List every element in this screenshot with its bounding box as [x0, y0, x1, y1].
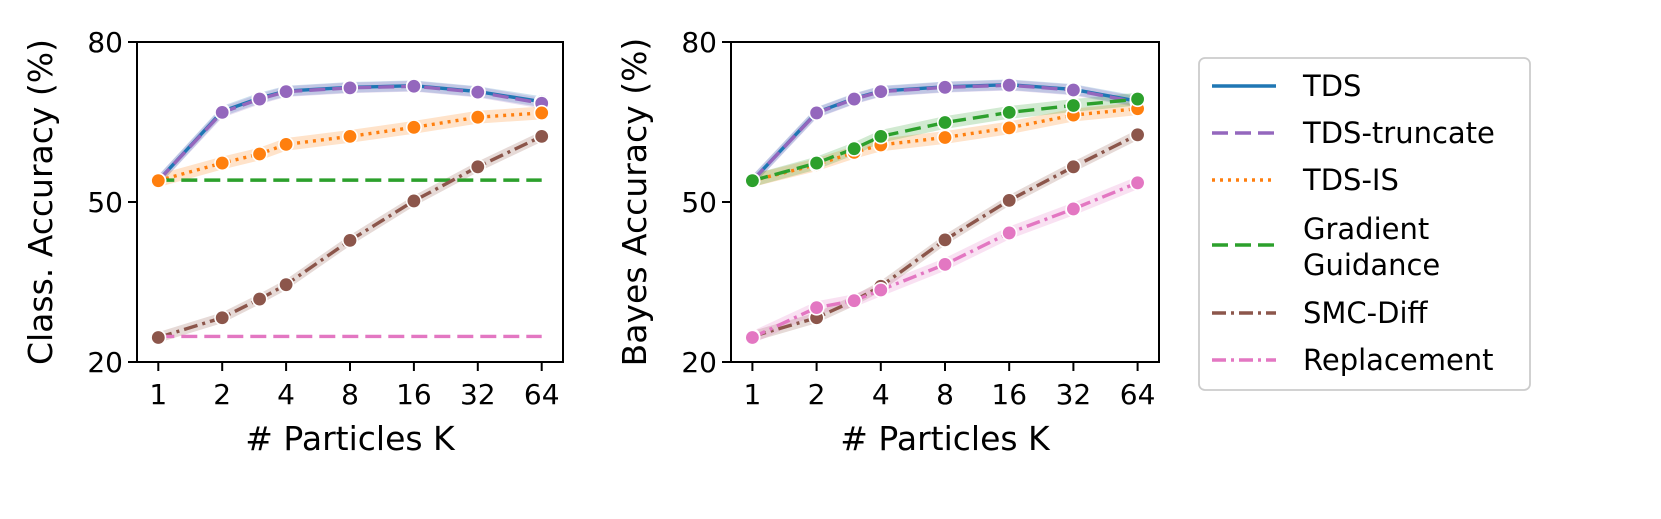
point-smc-diff-8	[341, 232, 358, 249]
chart-bayes-accuracy: 20 50 80 1 2 4 8 16 32 64 # Particles K Bayes Accur…	[615, 26, 1160, 458]
band-tds-truncate	[158, 80, 542, 186]
point-smc-diff-1	[150, 329, 167, 346]
point-tds-truncate-3	[846, 91, 863, 108]
point-tds-truncate-3	[251, 91, 268, 108]
x-tick-label: 16	[991, 378, 1027, 411]
point-tds-truncate-4	[278, 83, 295, 100]
point-tds-truncate-8	[341, 79, 358, 96]
point-smc-diff-2	[214, 309, 231, 326]
y-tick-label: 20	[681, 346, 717, 379]
point-tds-is-16	[405, 119, 422, 136]
x-tick-label: 4	[872, 378, 890, 411]
point-gradient-guidance-8	[936, 114, 953, 131]
point-tds-truncate-2	[808, 104, 825, 121]
point-gradient-guidance-32	[1065, 97, 1082, 114]
point-smc-diff-8	[936, 231, 953, 248]
x-tick-label: 64	[524, 378, 560, 411]
point-tds-is-32	[469, 109, 486, 126]
point-smc-diff-64	[533, 128, 550, 145]
y-axis-label: Bayes Accuracy (%)	[615, 38, 654, 367]
x-tick-label: 16	[396, 378, 432, 411]
point-tds-is-64	[533, 104, 550, 121]
point-replacement-4	[872, 281, 889, 298]
point-smc-diff-16	[1001, 192, 1018, 209]
y-tick-label: 50	[681, 186, 717, 219]
y-tick-label: 50	[87, 186, 123, 219]
point-gradient-guidance-1	[744, 172, 761, 189]
point-tds-is-1	[150, 172, 167, 189]
point-smc-diff-16	[405, 192, 422, 209]
point-gradient-guidance-64	[1129, 91, 1146, 108]
point-gradient-guidance-4	[872, 128, 889, 145]
point-tds-truncate-8	[936, 79, 953, 96]
point-replacement-2	[808, 299, 825, 316]
point-tds-truncate-16	[405, 78, 422, 95]
band-tds-is	[158, 106, 542, 188]
x-tick-label: 2	[213, 378, 231, 411]
point-gradient-guidance-16	[1001, 104, 1018, 121]
point-tds-is-16	[1001, 119, 1018, 136]
point-gradient-guidance-2	[808, 155, 825, 172]
y-tick-label: 80	[681, 26, 717, 59]
point-tds-is-4	[278, 136, 295, 153]
band-tds-is	[752, 102, 1138, 188]
point-tds-truncate-32	[469, 84, 486, 101]
legend-label-replacement: Replacement	[1303, 343, 1494, 377]
point-tds-truncate-4	[872, 83, 889, 100]
y-axis-label: Class. Accuracy (%)	[21, 39, 60, 365]
y-tick-label: 80	[87, 26, 123, 59]
x-tick-label: 4	[277, 378, 295, 411]
legend-label-line: Guidance	[1303, 248, 1440, 282]
x-tick-label: 8	[341, 378, 359, 411]
x-axis-label: # Particles K	[245, 419, 456, 458]
x-tick-label: 8	[936, 378, 954, 411]
point-tds-is-2	[214, 155, 231, 172]
point-replacement-1	[744, 329, 761, 346]
legend-label-gradient-guidance: Gradient Guidance	[1303, 212, 1440, 282]
x-tick-label: 2	[808, 378, 826, 411]
x-axis-label: # Particles K	[840, 419, 1051, 458]
point-tds-truncate-2	[214, 104, 231, 121]
band-tds	[158, 80, 542, 186]
point-replacement-32	[1065, 200, 1082, 217]
x-tick-label: 1	[743, 378, 761, 411]
legend-label-line: Gradient	[1303, 212, 1429, 246]
legend-box	[1198, 57, 1531, 391]
point-smc-diff-3	[251, 291, 268, 308]
y-tick-label: 20	[87, 346, 123, 379]
point-tds-is-3	[251, 146, 268, 163]
x-tick-label: 32	[1056, 378, 1092, 411]
legend: TDS TDS-truncate TDS-IS Gradient Guidance SMC…	[1198, 57, 1531, 391]
point-smc-diff-64	[1129, 126, 1146, 143]
point-replacement-3	[846, 292, 863, 309]
legend-label-tds-is: TDS-IS	[1302, 163, 1399, 197]
point-tds-truncate-16	[1001, 77, 1018, 94]
chart-class-accuracy: 20 50 80 1 2 4 8 16 32 64 # Particles K Class. Accu…	[21, 26, 564, 458]
point-smc-diff-4	[278, 276, 295, 293]
x-tick-label: 64	[1120, 378, 1156, 411]
point-replacement-8	[936, 256, 953, 273]
point-smc-diff-32	[469, 158, 486, 175]
point-replacement-64	[1129, 174, 1146, 191]
legend-label-tds: TDS	[1302, 69, 1361, 103]
point-gradient-guidance-3	[846, 140, 863, 157]
band-tds-truncate	[752, 79, 1138, 186]
point-replacement-16	[1001, 224, 1018, 241]
point-tds-truncate-32	[1065, 82, 1082, 99]
band-tds	[752, 79, 1138, 186]
point-tds-is-8	[936, 129, 953, 146]
point-tds-is-8	[341, 128, 358, 145]
legend-label-tds-truncate: TDS-truncate	[1302, 116, 1495, 150]
point-smc-diff-32	[1065, 158, 1082, 175]
legend-label-smc-diff: SMC-Diff	[1303, 296, 1429, 330]
x-tick-label: 1	[149, 378, 167, 411]
x-tick-label: 32	[460, 378, 496, 411]
series-line-replacement	[751, 181, 1139, 340]
